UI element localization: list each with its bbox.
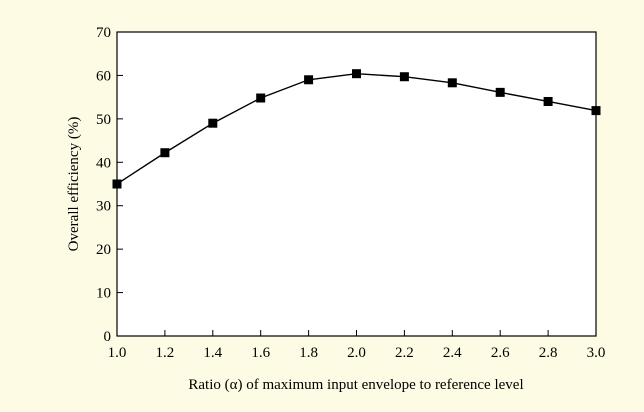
x-tick-label: 1.8 bbox=[299, 345, 318, 361]
data-point-marker bbox=[543, 96, 553, 106]
data-point-marker bbox=[495, 87, 505, 97]
y-tick-label: 40 bbox=[96, 155, 111, 171]
y-tick-label: 70 bbox=[96, 25, 111, 41]
data-point-marker bbox=[399, 72, 409, 82]
y-tick-label: 0 bbox=[104, 329, 112, 345]
data-point-marker bbox=[591, 106, 601, 116]
series-layer bbox=[112, 69, 601, 189]
x-tick-label: 1.0 bbox=[108, 345, 127, 361]
data-point-marker bbox=[352, 69, 361, 79]
y-tick-label: 50 bbox=[96, 112, 111, 128]
plot-area bbox=[116, 31, 597, 337]
data-point-marker bbox=[208, 118, 218, 128]
x-tick-label: 2.4 bbox=[443, 345, 462, 361]
x-tick-label: 2.2 bbox=[395, 345, 414, 361]
x-tick-label: 3.0 bbox=[587, 345, 606, 361]
x-tick-label: 2.6 bbox=[491, 345, 510, 361]
y-axis: 0 10 20 30 40 50 60 70 bbox=[96, 25, 123, 345]
x-axis: 1.0 1.2 1.4 1.6 1.8 2.0 2.2 2.4 2.6 2.8 3.0 bbox=[108, 330, 606, 361]
x-axis-title: Ratio (α) of maximum input envelope to r… bbox=[188, 377, 523, 393]
data-point-marker bbox=[160, 148, 170, 158]
x-tick-label: 2.0 bbox=[347, 345, 366, 361]
data-point-marker bbox=[447, 78, 457, 88]
x-tick-label: 1.2 bbox=[156, 345, 175, 361]
data-point-marker bbox=[256, 93, 266, 103]
x-tick-label: 2.8 bbox=[539, 345, 558, 361]
x-tick-label: 1.6 bbox=[251, 345, 270, 361]
y-tick-label: 20 bbox=[96, 242, 111, 258]
x-tick-label: 1.4 bbox=[203, 345, 222, 361]
y-tick-label: 60 bbox=[96, 68, 111, 84]
y-tick-label: 10 bbox=[96, 286, 111, 302]
data-point-marker bbox=[112, 179, 122, 189]
y-axis-title: Overall efficiency (%) bbox=[66, 117, 82, 252]
data-point-marker bbox=[304, 75, 314, 85]
y-tick-label: 30 bbox=[96, 199, 111, 215]
